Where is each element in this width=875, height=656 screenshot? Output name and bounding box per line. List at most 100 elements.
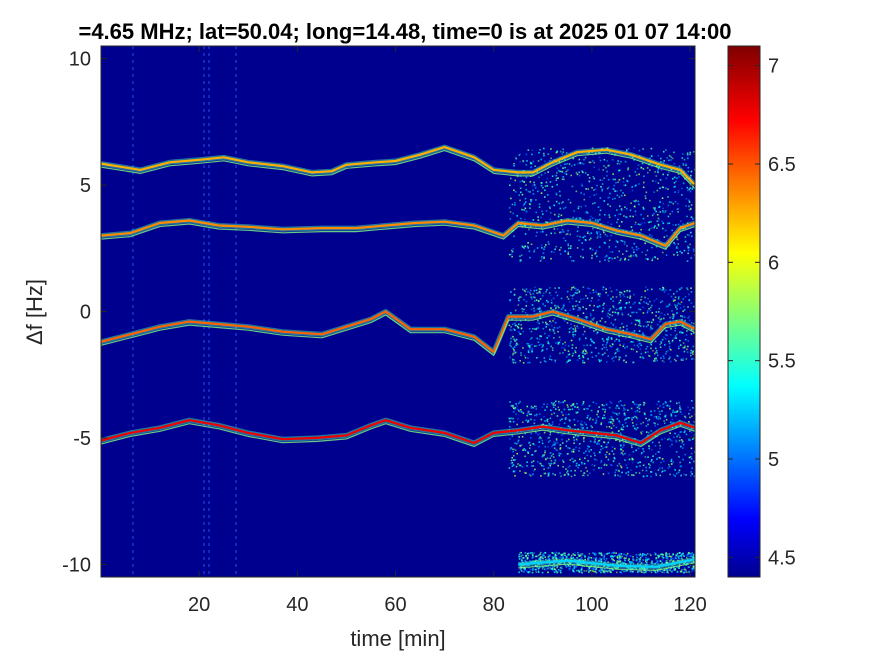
speckle-point — [604, 453, 607, 456]
speckle-point — [662, 556, 665, 559]
speckle-point — [510, 337, 512, 340]
speckle-point — [659, 346, 662, 348]
speckle-point — [693, 567, 695, 570]
speckle-point — [621, 322, 623, 325]
speckle-point — [638, 149, 641, 152]
speckle-point — [585, 210, 588, 213]
speckle-point — [614, 197, 616, 200]
speckle-point — [642, 168, 645, 170]
speckle-point — [583, 472, 586, 474]
speckle-point — [543, 431, 546, 434]
speckle-point — [553, 228, 556, 230]
speckle-point — [659, 413, 661, 415]
speckle-point — [527, 149, 530, 151]
speckle-point — [524, 311, 527, 314]
speckle-point — [574, 554, 576, 556]
speckle-point — [572, 328, 574, 330]
speckle-point — [619, 560, 622, 562]
speckle-point — [624, 337, 627, 339]
speckle-point — [635, 174, 638, 176]
speckle-point — [597, 220, 600, 223]
speckle-point — [574, 406, 576, 408]
speckle-point — [559, 170, 562, 173]
speckle-point — [652, 319, 655, 321]
speckle-point — [562, 231, 564, 233]
speckle-point — [591, 257, 593, 259]
speckle-point — [604, 568, 606, 570]
speckle-point — [610, 427, 613, 429]
speckle-point — [528, 567, 531, 569]
speckle-point — [622, 329, 624, 332]
speckle-point — [510, 326, 512, 328]
speckle-point — [537, 571, 540, 573]
speckle-point — [534, 187, 537, 189]
speckle-point — [659, 444, 661, 447]
speckle-point — [550, 345, 552, 348]
speckle-point — [591, 217, 594, 219]
speckle-point — [678, 469, 681, 472]
speckle-point — [623, 413, 626, 416]
speckle-point — [595, 323, 598, 325]
speckle-point — [633, 311, 635, 314]
speckle-point — [594, 570, 597, 573]
speckle-point — [535, 413, 538, 416]
speckle-point — [531, 347, 534, 350]
speckle-point — [593, 464, 596, 467]
speckle-point — [553, 462, 556, 464]
speckle-point — [517, 327, 520, 329]
speckle-point — [656, 570, 659, 572]
speckle-point — [601, 338, 604, 340]
speckle-point — [688, 293, 690, 296]
speckle-point — [661, 458, 664, 460]
speckle-point — [681, 252, 683, 254]
speckle-point — [651, 246, 653, 249]
speckle-point — [544, 458, 547, 461]
speckle-point — [542, 292, 545, 295]
speckle-point — [682, 182, 685, 185]
speckle-point — [580, 426, 583, 429]
speckle-point — [551, 349, 554, 352]
speckle-point — [521, 245, 524, 248]
speckle-point — [598, 213, 601, 216]
speckle-point — [671, 426, 674, 428]
speckle-point — [603, 555, 606, 557]
speckle-point — [581, 404, 583, 406]
speckle-point — [548, 335, 550, 337]
vertical-streaks — [132, 46, 237, 577]
speckle-point — [658, 554, 660, 557]
speckle-point — [686, 555, 688, 557]
speckle-point — [629, 555, 632, 557]
speckle-point — [574, 469, 576, 472]
speckle-point — [686, 152, 689, 155]
speckle-point — [553, 552, 556, 554]
speckle-point — [538, 176, 540, 179]
speckle-point — [549, 218, 552, 221]
speckle-point — [550, 307, 552, 309]
speckle-point — [620, 291, 623, 294]
speckle-point — [614, 257, 616, 259]
speckle-point — [525, 300, 528, 303]
speckle-point — [691, 358, 693, 360]
speckle-point — [637, 223, 640, 226]
speckle-point — [562, 557, 565, 559]
speckle-point — [578, 158, 581, 161]
speckle-point — [555, 557, 557, 560]
speckle-point — [513, 329, 516, 331]
speckle-point — [645, 325, 648, 328]
speckle-point — [626, 329, 628, 331]
speckle-point — [571, 185, 574, 188]
speckle-point — [661, 410, 663, 412]
speckle-point — [651, 560, 653, 563]
speckle-point — [682, 327, 684, 330]
speckle-point — [658, 315, 661, 318]
speckle-point — [689, 187, 692, 189]
speckle-point — [627, 313, 630, 316]
speckle-point — [599, 293, 601, 295]
speckle-point — [690, 354, 692, 357]
speckle-point — [675, 320, 678, 322]
speckle-point — [578, 337, 581, 340]
speckle-point — [582, 256, 584, 259]
speckle-point — [602, 571, 605, 573]
speckle-point — [547, 554, 550, 556]
speckle-point — [511, 360, 514, 363]
